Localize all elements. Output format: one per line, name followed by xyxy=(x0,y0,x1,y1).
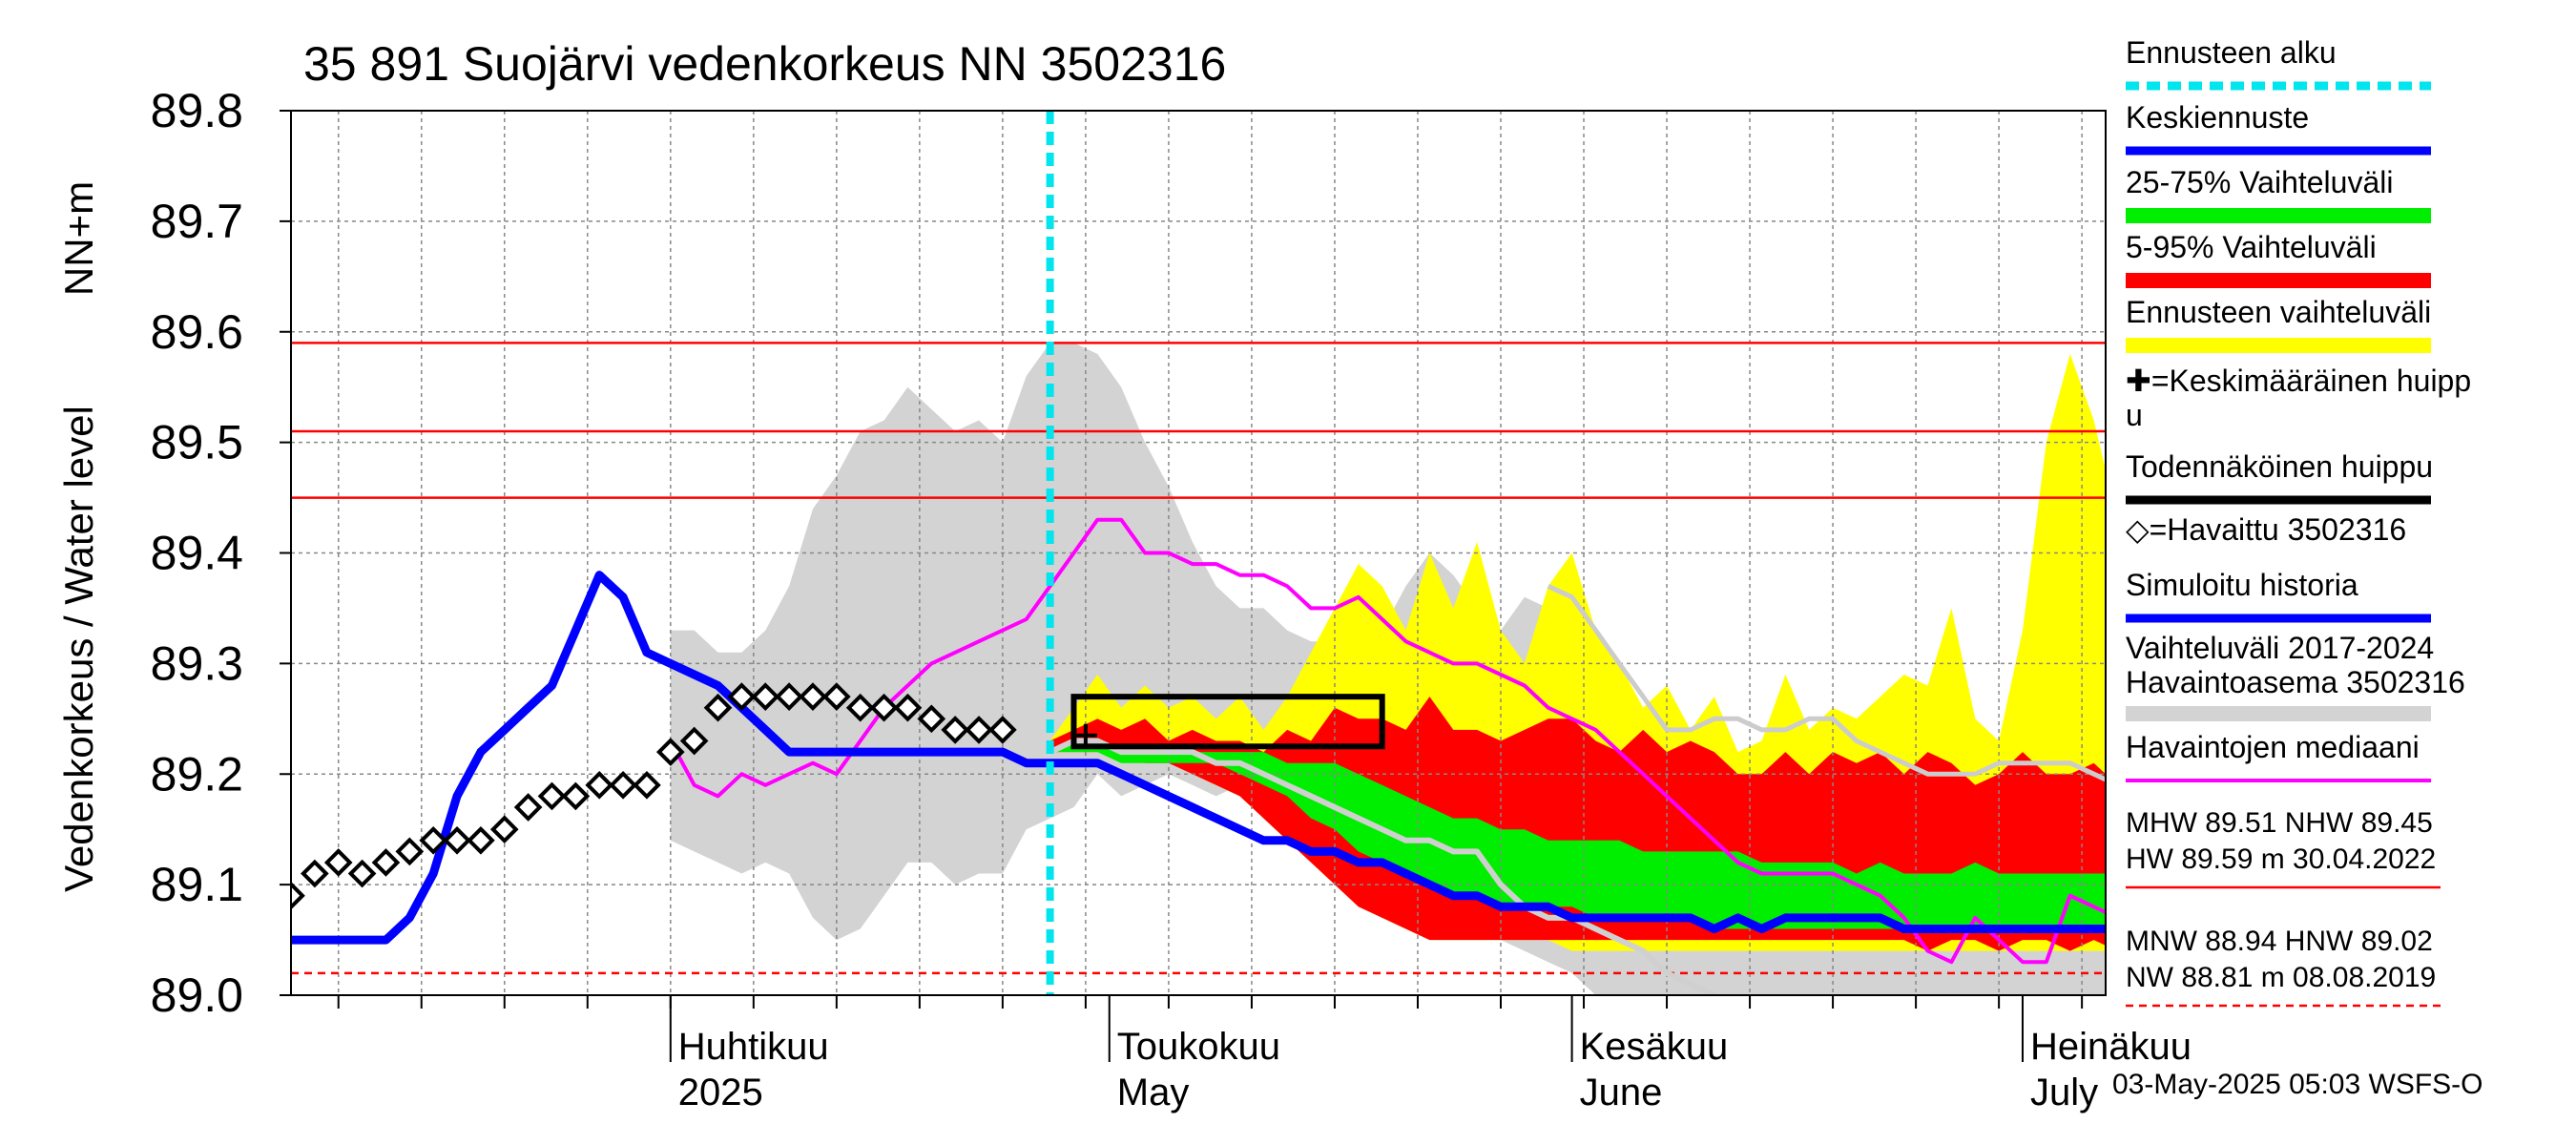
observed-marker xyxy=(799,682,827,711)
observed-marker xyxy=(679,726,709,756)
plot-content xyxy=(291,111,2106,995)
observed-marker xyxy=(347,859,377,888)
y-tick-label: 89.4 xyxy=(151,527,243,580)
legend-label: Ennusteen alku xyxy=(2126,35,2337,70)
legend-label: ✚=Keskimääräinen huipp xyxy=(2126,364,2471,398)
observed-marker xyxy=(727,682,757,711)
observed-marker xyxy=(291,881,305,910)
y-tick-label: 89.0 xyxy=(151,968,243,1022)
month-label-fi: Huhtikuu xyxy=(678,1026,829,1068)
stats-line-2: NW 88.81 m 08.08.2019 xyxy=(2126,962,2436,993)
observed-marker xyxy=(323,848,353,877)
y-tick-label: 89.8 xyxy=(151,84,243,137)
series-line-6 xyxy=(1547,584,2106,782)
observed-marker xyxy=(467,825,495,855)
mean-peak-marker xyxy=(1073,723,1097,747)
observed-marker xyxy=(419,825,448,855)
series-line-4 xyxy=(669,517,2106,965)
y-tick-label: 89.3 xyxy=(151,636,243,690)
month-label-en: July xyxy=(2030,1072,2098,1114)
month-label-fi: Toukokuu xyxy=(1117,1026,1280,1068)
observed-marker xyxy=(585,771,614,800)
legend-label-2: Havaintoasema 3502316 xyxy=(2126,665,2465,699)
legend-label: 5-95% Vaihteluväli xyxy=(2126,230,2377,264)
band-3 xyxy=(1049,740,2106,929)
y-tick-label: 89.5 xyxy=(151,416,243,469)
month-label-en: June xyxy=(1580,1072,1663,1114)
legend-label: Havaintojen mediaani xyxy=(2126,730,2420,764)
observed-marker xyxy=(513,793,543,822)
observed-marker xyxy=(869,693,899,722)
observed-marker xyxy=(655,738,685,766)
legend-label: Simuloitu historia xyxy=(2126,568,2358,602)
stats-line-1: MNW 88.94 HNW 89.02 xyxy=(2126,926,2433,957)
series-line-5 xyxy=(1049,738,1721,995)
legend-swatch xyxy=(2126,706,2431,721)
observed-marker xyxy=(965,716,993,744)
observed-marker xyxy=(561,781,591,811)
observed-marker xyxy=(489,815,519,844)
stats-line-1: MHW 89.51 NHW 89.45 xyxy=(2126,807,2433,839)
plot-area xyxy=(291,111,2106,995)
observed-marker xyxy=(775,682,803,711)
y-tick-label: 89.2 xyxy=(151,747,243,801)
axes: 89.0 89.1 89.2 89.3 89.4 89.5 89.6 89.7 89.8 Vede… xyxy=(56,84,2192,1114)
observed-marker xyxy=(633,771,661,800)
month-label-fi: Heinäkuu xyxy=(2030,1026,2192,1068)
legend-label: Keskiennuste xyxy=(2126,100,2309,135)
observed-marker xyxy=(609,771,637,800)
legend-swatch xyxy=(2126,338,2431,353)
observed-marker xyxy=(941,716,969,744)
legend-swatch xyxy=(2126,208,2431,223)
y-tick-label: 89.1 xyxy=(151,858,243,911)
y-axis-unit: NN+m xyxy=(56,181,101,296)
observed-marker xyxy=(845,693,875,722)
stats-line-2: HW 89.59 m 30.04.2022 xyxy=(2126,843,2436,875)
legend-label: Ennusteen vaihteluväli xyxy=(2126,295,2431,329)
legend-label: ◇=Havaittu 3502316 xyxy=(2126,512,2406,547)
observed-marker xyxy=(917,704,946,734)
month-label-fi: Kesäkuu xyxy=(1580,1026,1729,1068)
chart-title: 35 891 Suojärvi vedenkorkeus NN 3502316 xyxy=(303,37,1226,91)
legend-label: 25-75% Vaihteluväli xyxy=(2126,165,2393,199)
observed-marker xyxy=(988,716,1017,744)
legend-swatch xyxy=(2126,273,2431,288)
observed-marker xyxy=(703,693,733,722)
y-axis-label: Vedenkorkeus / Water level xyxy=(56,406,101,892)
legend-label-2: u xyxy=(2126,398,2143,432)
y-tick-label: 89.7 xyxy=(151,195,243,248)
legend-label: Vaihteluväli 2017-2024 xyxy=(2126,631,2434,665)
observed-marker xyxy=(822,682,851,711)
observed-marker xyxy=(371,848,401,877)
observed-marker xyxy=(537,781,567,811)
observed-marker xyxy=(301,859,329,888)
observed-marker xyxy=(751,682,780,711)
observed-marker xyxy=(443,825,471,855)
month-label-en: May xyxy=(1117,1072,1190,1114)
observed-marker xyxy=(893,693,923,722)
series-line-7 xyxy=(291,571,2106,945)
month-label-en: 2025 xyxy=(678,1072,763,1114)
y-tick-label: 89.6 xyxy=(151,305,243,359)
legend: Ennusteen alku Keskiennuste 25-75% Vaihtel… xyxy=(2126,35,2471,1008)
probable-peak-box xyxy=(1070,694,1385,750)
legend-label: Todennäköinen huippu xyxy=(2126,449,2433,484)
observed-marker xyxy=(395,837,425,866)
timestamp-label: 03-May-2025 05:03 WSFS-O xyxy=(2112,1069,2483,1100)
